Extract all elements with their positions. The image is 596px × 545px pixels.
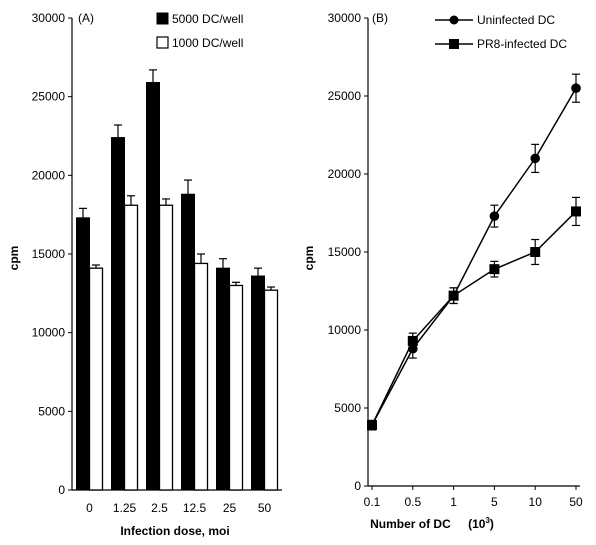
bar-1000-12.5	[193, 262, 209, 491]
panel-b-legend: Uninfected DC PR8-infected DC	[435, 13, 567, 51]
point-pr8-50	[571, 206, 581, 217]
x-tick-label: 1	[450, 495, 457, 509]
bar-1000-2.5	[158, 204, 174, 491]
legend-marker-pr8	[449, 39, 459, 49]
y-tick-label: 30000	[328, 11, 362, 25]
legend-marker-uninfected	[449, 15, 459, 25]
point-uninfected-10	[530, 153, 540, 164]
legend-swatch-1000	[156, 36, 169, 49]
panel-b-series	[367, 73, 581, 431]
legend-label-pr8: PR8-infected DC	[477, 37, 567, 51]
y-tick-label: 25000	[32, 90, 66, 104]
y-tick-label: 30000	[32, 11, 66, 25]
panel-b-y-ticks: 0 5000 10000 15000 20000 25000 30000	[328, 11, 368, 493]
x-tick-label: 12.5	[183, 501, 207, 515]
x-tick-label: 0	[86, 501, 93, 515]
panel-a-bar-chart: (A) cpm Infection dose, moi 0 5000 10000 15…	[7, 11, 282, 538]
bar-1000-50	[263, 289, 279, 491]
legend-label-5000: 5000 DC/well	[172, 12, 243, 26]
bar-5000-2.5	[146, 82, 160, 491]
x-tick-label: 2.5	[151, 501, 168, 515]
panel-b-y-axis-label: cpm	[302, 246, 316, 271]
x-tick-label: 0.1	[364, 495, 381, 509]
point-uninfected-5	[489, 211, 500, 221]
bar-5000-0	[76, 217, 90, 491]
x-tick-label: 50	[569, 495, 583, 509]
point-pr8-0.5	[407, 335, 418, 346]
panel-a-label: (A)	[78, 11, 94, 25]
y-tick-label: 5000	[334, 401, 361, 415]
panel-b-axes	[367, 18, 580, 487]
bar-5000-1.25	[111, 137, 125, 491]
series-line-uninfected	[371, 87, 577, 426]
bar-5000-25	[216, 267, 230, 491]
panel-a-y-ticks: 0 5000 10000 15000 20000 25000 30000	[32, 11, 72, 497]
x-tick-label: 50	[258, 501, 272, 515]
panel-b-label: (B)	[372, 11, 388, 25]
legend-label-1000: 1000 DC/well	[172, 36, 243, 50]
panel-a-legend: 5000 DC/well 1000 DC/well	[156, 12, 243, 50]
series-line-pr8	[371, 210, 577, 426]
y-tick-label: 20000	[328, 167, 362, 181]
point-uninfected-50	[571, 83, 581, 93]
x-tick-label: 25	[223, 501, 237, 515]
panel-b-line-chart: (B) cpm Number of DC (103) 0500010000150…	[302, 11, 583, 531]
legend-swatch-5000	[156, 12, 169, 25]
point-pr8-10	[530, 247, 541, 257]
x-tick-label: 5	[491, 495, 498, 509]
panel-a-axes	[71, 18, 282, 491]
legend-label-uninfected: Uninfected DC	[477, 13, 555, 27]
y-tick-label: 10000	[328, 323, 362, 337]
point-pr8-5	[489, 264, 500, 275]
panel-b-x-ticks: 0.1 0.5 1 5 10 50	[364, 486, 583, 509]
panel-b-x-axis-title: Number of DC	[370, 517, 451, 531]
y-tick-label: 0	[58, 483, 65, 497]
y-tick-label: 15000	[328, 245, 362, 259]
panel-b-x-axis-unit-close: )	[490, 517, 494, 531]
bar-1000-1.25	[123, 204, 139, 491]
bar-5000-50	[251, 275, 265, 491]
x-tick-label: 10	[529, 495, 543, 509]
bar-1000-25	[228, 284, 244, 491]
panel-b-x-axis-unit-sup: 3	[485, 516, 490, 525]
y-tick-label: 15000	[32, 247, 66, 261]
y-tick-label: 10000	[32, 326, 66, 340]
y-tick-label: 25000	[328, 89, 362, 103]
x-tick-label: 1.25	[113, 501, 137, 515]
bar-1000-0	[88, 267, 104, 491]
panel-a-x-axis-label: Infection dose, moi	[120, 524, 229, 538]
panel-b-x-axis-label: Number of DC (103)	[370, 516, 494, 531]
bar-5000-12.5	[181, 193, 195, 491]
panel-a-bars	[76, 69, 279, 491]
point-pr8-1	[448, 290, 459, 301]
y-tick-label: 20000	[32, 168, 66, 182]
panel-a-x-ticks: 0 1.25 2.5 12.5 25 50	[86, 501, 271, 515]
panel-a-y-axis-label: cpm	[7, 246, 21, 271]
point-pr8-0.1	[367, 420, 377, 431]
y-tick-label: 5000	[38, 404, 65, 418]
panel-b-x-axis-unit: (10	[468, 517, 486, 531]
x-tick-label: 0.5	[404, 495, 421, 509]
y-tick-label: 0	[354, 479, 361, 493]
